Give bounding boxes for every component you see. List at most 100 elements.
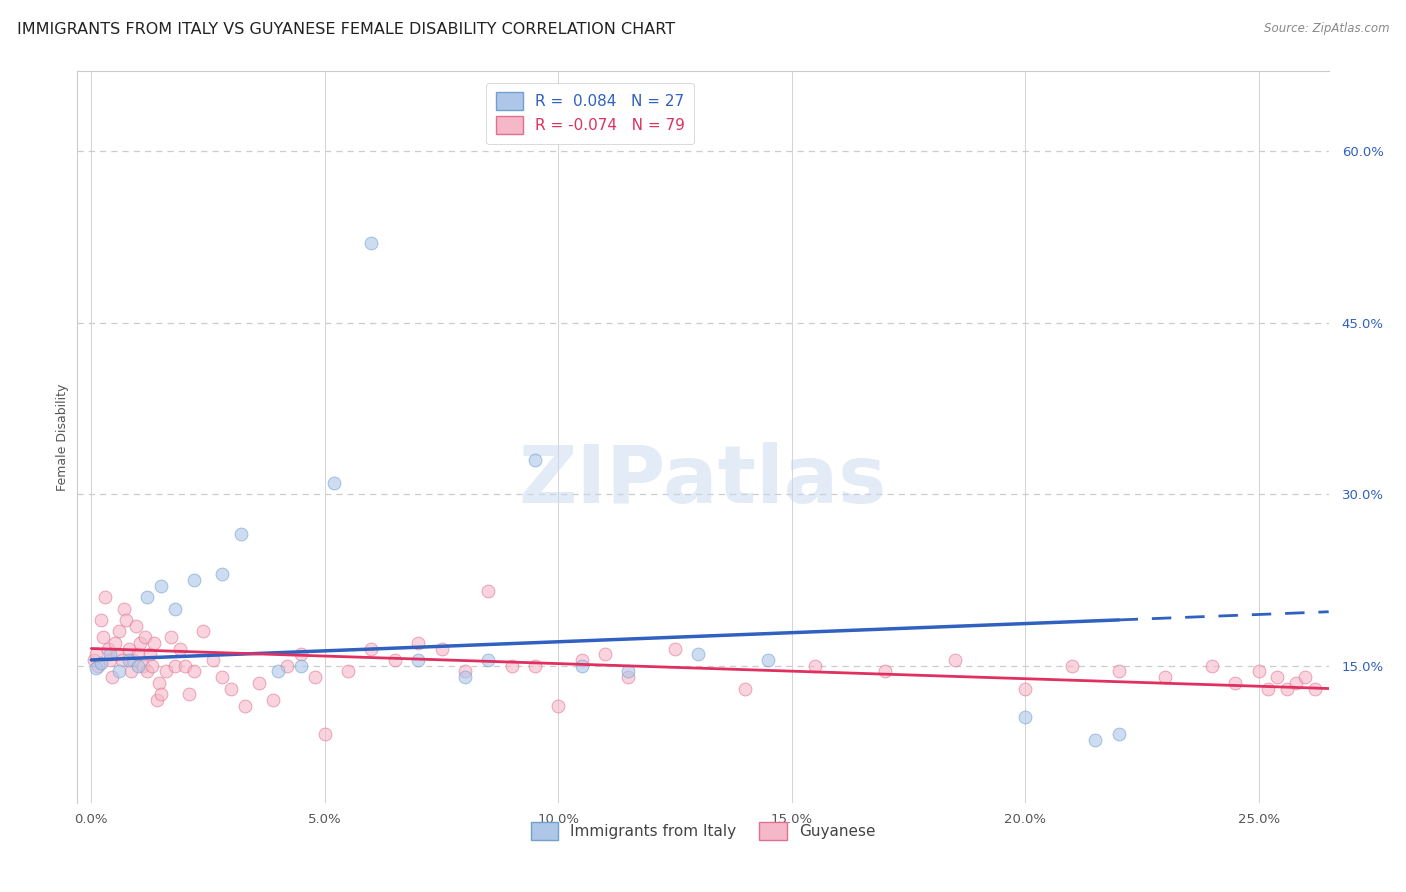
Point [201, 653, 224, 667]
Point [129, 636, 152, 650]
Point [290, 658, 312, 673]
Point [90, 613, 112, 627]
Text: Source: ZipAtlas.com: Source: ZipAtlas.com [1264, 22, 1389, 36]
Point [112, 601, 135, 615]
Point [756, 653, 779, 667]
Point [337, 665, 360, 679]
Point [1108, 727, 1130, 741]
Point [148, 675, 170, 690]
Text: IMMIGRANTS FROM ITALY VS GUYANESE FEMALE DISABILITY CORRELATION CHART: IMMIGRANTS FROM ITALY VS GUYANESE FEMALE… [17, 22, 675, 37]
Point [91, 630, 114, 644]
Point [314, 727, 336, 741]
Point [276, 658, 298, 673]
Point [1084, 733, 1107, 747]
Point [141, 658, 163, 673]
Point [1303, 681, 1326, 696]
Point [122, 653, 145, 667]
Point [83, 653, 105, 667]
Point [90, 657, 112, 671]
Point [1225, 675, 1247, 690]
Point [98, 653, 121, 667]
Point [193, 624, 215, 639]
Point [87, 658, 110, 673]
Point [150, 579, 173, 593]
Point [477, 653, 499, 667]
Point [118, 653, 141, 667]
Point [104, 636, 127, 650]
Point [183, 665, 205, 679]
Point [94, 590, 117, 604]
Point [1275, 681, 1298, 696]
Point [136, 665, 159, 679]
Point [138, 647, 160, 661]
Legend: Immigrants from Italy, Guyanese: Immigrants from Italy, Guyanese [524, 815, 882, 847]
Point [477, 584, 499, 599]
Point [571, 653, 593, 667]
Point [97, 641, 120, 656]
Point [173, 658, 195, 673]
Y-axis label: Female Disability: Female Disability [56, 384, 69, 491]
Point [1294, 670, 1316, 684]
Text: ZIPatlas: ZIPatlas [519, 442, 887, 520]
Point [1285, 675, 1308, 690]
Point [249, 675, 271, 690]
Point [430, 641, 453, 656]
Point [101, 670, 124, 684]
Point [617, 670, 640, 684]
Point [523, 453, 546, 467]
Point [211, 567, 233, 582]
Point [1257, 681, 1279, 696]
Point [734, 681, 756, 696]
Point [84, 661, 107, 675]
Point [360, 641, 382, 656]
Point [136, 590, 159, 604]
Point [875, 665, 897, 679]
Point [211, 670, 233, 684]
Point [165, 658, 187, 673]
Point [262, 693, 284, 707]
Point [406, 636, 429, 650]
Point [664, 641, 686, 656]
Point [406, 653, 429, 667]
Point [120, 665, 142, 679]
Point [108, 665, 131, 679]
Point [131, 658, 153, 673]
Point [1265, 670, 1288, 684]
Point [165, 601, 187, 615]
Point [1060, 658, 1083, 673]
Point [134, 630, 156, 644]
Point [593, 647, 616, 661]
Point [571, 658, 593, 673]
Point [454, 665, 477, 679]
Point [454, 670, 477, 684]
Point [523, 658, 546, 673]
Point [323, 475, 346, 490]
Point [108, 624, 131, 639]
Point [943, 653, 966, 667]
Point [179, 687, 201, 701]
Point [84, 647, 107, 661]
Point [804, 658, 827, 673]
Point [1014, 681, 1036, 696]
Point [159, 630, 181, 644]
Point [688, 647, 710, 661]
Point [384, 653, 406, 667]
Point [501, 658, 523, 673]
Point [118, 641, 141, 656]
Point [111, 653, 134, 667]
Point [125, 618, 148, 632]
Point [143, 636, 166, 650]
Point [360, 235, 382, 250]
Point [304, 670, 326, 684]
Point [1154, 670, 1177, 684]
Point [169, 641, 191, 656]
Point [98, 647, 121, 661]
Point [127, 647, 149, 661]
Point [229, 527, 252, 541]
Point [155, 665, 177, 679]
Point [1108, 665, 1130, 679]
Point [145, 693, 167, 707]
Point [105, 647, 128, 661]
Point [617, 665, 640, 679]
Point [183, 573, 205, 587]
